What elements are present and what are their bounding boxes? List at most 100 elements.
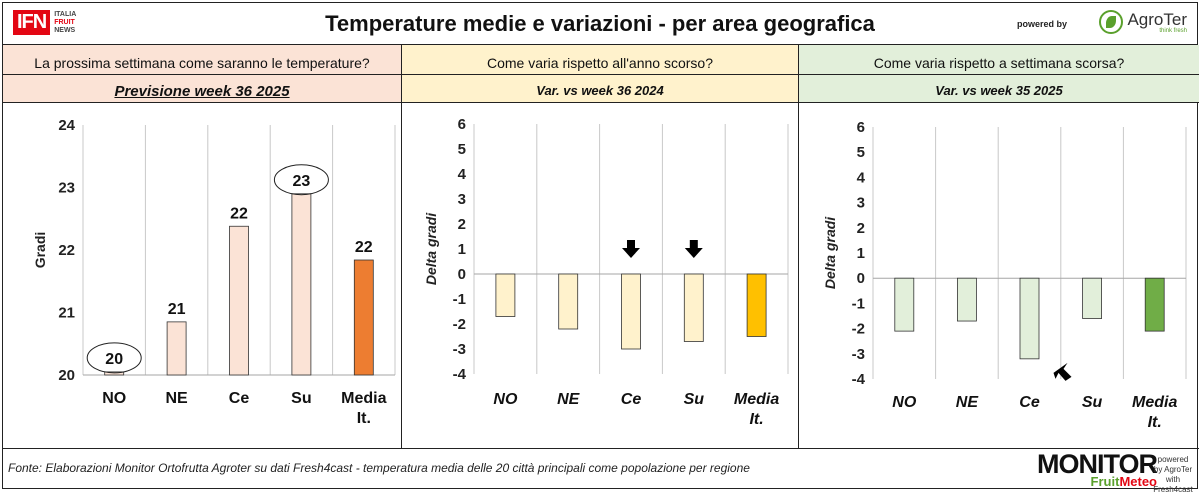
panel-header-yoy: Come varia rispetto all'anno scorso? Var… <box>402 45 799 103</box>
category-label: Su <box>684 391 705 408</box>
chart-forecast-svg: 20 21 22 23 24 Gradi NO 20 NE 21 Ce 22 Su 23 Media It. 2… <box>32 117 396 427</box>
data-label: 22 <box>355 239 373 256</box>
y-tick-label: -2 <box>453 316 466 333</box>
y-axis-label: Delta gradi <box>423 212 439 285</box>
ifn-logo-text: ITALIA FRUIT NEWS <box>54 10 77 34</box>
y-tick-label: 1 <box>458 241 466 258</box>
bar-su <box>683 273 704 342</box>
y-tick-label: 22 <box>58 242 75 259</box>
y-axis-label: Gradi <box>32 232 48 269</box>
down-arrow-icon <box>622 240 640 258</box>
bar-mediait <box>746 273 767 337</box>
y-axis-label: Delta gradi <box>822 216 838 289</box>
y-tick-label: 4 <box>857 169 866 186</box>
y-tick-label: 5 <box>458 141 466 158</box>
y-tick-label: 3 <box>857 195 865 212</box>
panel-question: Come varia rispetto all'anno scorso? <box>486 55 713 71</box>
category-label: NE <box>557 391 581 408</box>
data-label: 23 <box>293 173 311 190</box>
y-tick-label: 2 <box>857 220 865 237</box>
category-label: It. <box>1148 414 1162 431</box>
y-tick-label: 1 <box>857 245 865 262</box>
chart-wow: -4 -3 -2 -1 0 1 2 3 4 5 6 Delta gradi NO NE Ce Su Media I… <box>799 103 1199 449</box>
panel-header-wow: Come varia rispetto a settimana scorsa? … <box>799 45 1199 103</box>
chart-yoy-svg: -4 -3 -2 -1 0 1 2 3 4 5 6 Delta gradi NO NE Ce Su Media I… <box>423 116 789 428</box>
monitor-fruitmeteo-logo: MONITOR FruitMeteo <box>1037 449 1158 489</box>
bar-no <box>104 371 125 376</box>
y-tick-label: -1 <box>453 291 466 308</box>
highlight-circle <box>86 342 142 374</box>
chart-yoy: -4 -3 -2 -1 0 1 2 3 4 5 6 Delta gradi NO NE Ce Su Media I… <box>402 103 799 449</box>
ifn-logo-mark: IFN <box>13 10 51 35</box>
bar-mediait <box>1144 277 1165 332</box>
bar-mediait <box>353 259 374 376</box>
down-arrow-icon <box>684 240 703 258</box>
panel-subtitle: Previsione week 36 2025 <box>114 83 290 100</box>
category-label: It. <box>749 411 763 428</box>
panel-subtitle: Var. vs week 36 2024 <box>536 83 664 98</box>
y-tick-label: 0 <box>458 266 466 283</box>
y-tick-label: -4 <box>852 371 866 388</box>
bar-ne <box>166 321 187 376</box>
category-label: Media <box>1132 394 1177 411</box>
data-label: 22 <box>230 205 248 222</box>
y-tick-label: 0 <box>857 270 865 287</box>
panel-header-forecast: La prossima settimana come saranno le te… <box>3 45 402 103</box>
category-label: NO <box>493 391 518 408</box>
category-label: NO <box>892 394 917 411</box>
bar-ne <box>956 277 977 322</box>
y-tick-label: -3 <box>852 346 865 363</box>
top-bar: IFN ITALIA FRUIT NEWS Temperature medie … <box>3 3 1197 45</box>
y-tick-label: 4 <box>458 166 467 183</box>
category-label: Ce <box>1019 394 1040 411</box>
panel-question: La prossima settimana come saranno le te… <box>34 55 370 71</box>
y-tick-label: 20 <box>58 367 75 384</box>
highlight-circle <box>273 164 329 196</box>
source-note: Fonte: Elaborazioni Monitor Ortofrutta A… <box>8 461 750 475</box>
y-tick-label: -4 <box>453 366 467 383</box>
category-label: NE <box>165 390 188 407</box>
ifn-logo: IFN ITALIA FRUIT NEWS <box>13 10 76 35</box>
y-tick-label: 23 <box>58 180 75 197</box>
category-label: NO <box>102 390 126 407</box>
page-title: Temperature medie e variazioni - per are… <box>325 11 875 36</box>
powered-by-label: powered by <box>1016 19 1067 29</box>
data-label: 20 <box>105 351 123 368</box>
y-tick-label: 21 <box>58 305 75 322</box>
y-tick-label: 5 <box>857 144 865 161</box>
bar-ce <box>229 225 249 376</box>
panel-question: Come varia rispetto a settimana scorsa? <box>873 55 1125 71</box>
bar-ne <box>558 273 579 330</box>
y-tick-label: 2 <box>458 216 466 233</box>
bar-no <box>495 273 516 317</box>
y-tick-label: 6 <box>857 119 865 136</box>
chart-wow-svg: -4 -3 -2 -1 0 1 2 3 4 5 6 Delta gradi NO NE Ce Su Media I… <box>822 119 1187 431</box>
y-tick-label: -2 <box>852 321 865 338</box>
category-label: Media <box>341 390 386 407</box>
chart-forecast: 20 21 22 23 24 Gradi NO 20 NE 21 Ce 22 Su 23 Media It. 2… <box>3 103 402 449</box>
category-label: It. <box>357 410 371 427</box>
category-label: Su <box>291 390 311 407</box>
bar-su <box>291 193 312 376</box>
bar-ce <box>621 273 641 350</box>
category-label: Media <box>734 391 779 408</box>
bar-no <box>894 277 915 332</box>
category-label: Ce <box>229 390 250 407</box>
y-tick-label: 3 <box>458 191 466 208</box>
y-tick-label: 6 <box>458 116 466 133</box>
category-label: NE <box>956 394 980 411</box>
panel-subtitle: Var. vs week 35 2025 <box>935 83 1063 98</box>
agroter-logo: AgroTer think fresh <box>1099 10 1187 34</box>
data-label: 21 <box>168 301 186 318</box>
leaf-icon <box>1099 10 1124 34</box>
y-tick-label: -1 <box>852 295 865 312</box>
mini-agroter-logo: powered by AgroTer with Fresh4cast <box>1153 455 1193 494</box>
y-tick-label: 24 <box>58 117 75 134</box>
diagonal-arrow-icon <box>1053 362 1072 381</box>
category-label: Su <box>1082 394 1103 411</box>
bar-su <box>1082 277 1103 319</box>
category-label: Ce <box>621 391 642 408</box>
y-tick-label: -3 <box>453 341 466 358</box>
bar-ce <box>1019 277 1040 360</box>
